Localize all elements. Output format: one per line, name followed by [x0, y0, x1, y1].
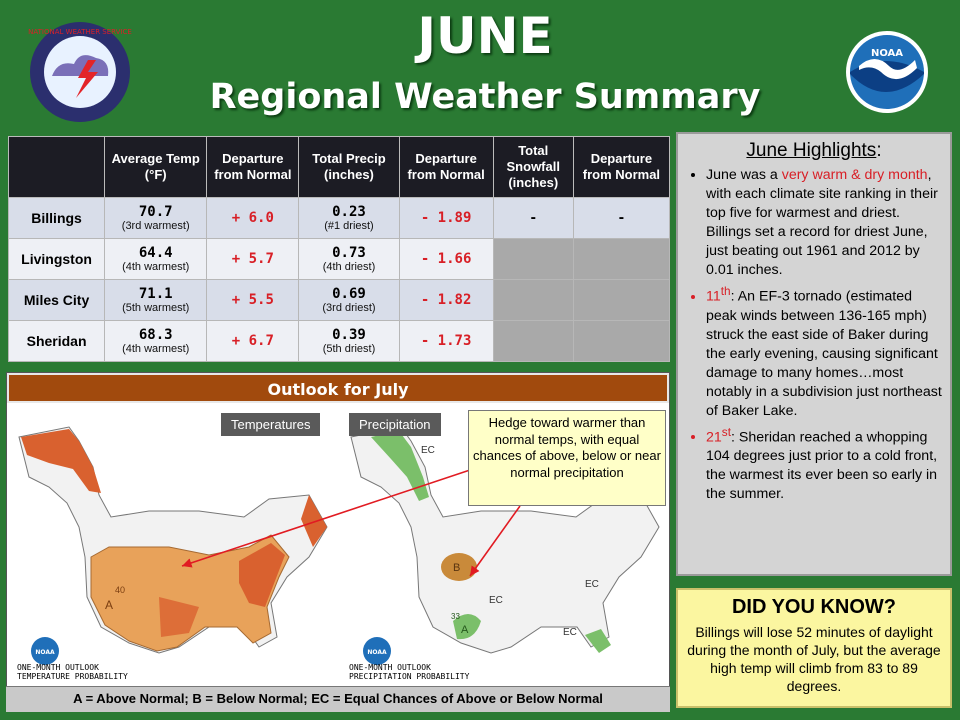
temperatures-tab: Temperatures [221, 413, 321, 436]
avg-temp-cell: 71.1 (5th warmest) [104, 279, 208, 321]
total-precip: 0.23 [332, 204, 366, 220]
precip-map-label-ec-4: EC [585, 579, 599, 590]
precip-map-label-ec-2: EC [489, 595, 503, 606]
did-you-know-panel: DID YOU KNOW? Billings will lose 52 minu… [676, 588, 952, 708]
avg-temp: 64.4 [138, 245, 173, 261]
precip-rank: (4th driest) [322, 261, 376, 273]
header-site [7, 136, 106, 198]
table-header-row: Average Temp (°F) Departure from Normal … [7, 136, 671, 198]
temperature-outlook-map: A 40 NOAA Temperatures ONE-MONTH OUTLOOK… [9, 407, 335, 683]
total-precip: 0.73 [332, 245, 366, 261]
total-precip: 0.69 [332, 286, 366, 302]
avg-temp-cell: 64.4 (4th warmest) [104, 238, 208, 280]
june-highlights-panel: June Highlights: June was a very warm & … [676, 132, 952, 576]
total-snowfall [492, 238, 574, 280]
did-you-know-text: Billings will lose 52 minutes of dayligh… [687, 624, 941, 694]
highlights-title: June Highlights: [746, 140, 882, 161]
table-row: Sheridan 68.3 (4th warmest) + 6.7 0.39 (5t… [7, 320, 671, 362]
precip-map-label-b: B [453, 562, 460, 574]
noaa-logo: NOAA [845, 30, 929, 114]
highlight-item: 11th: An EF-3 tornado (estimated peak wi… [706, 282, 944, 421]
precip-departure: - 1.89 [398, 197, 494, 239]
outlook-legend: A = Above Normal; B = Below Normal; EC =… [6, 686, 670, 712]
avg-temp-cell: 68.3 (4th warmest) [104, 320, 208, 362]
temp-map-footer: ONE-MONTH OUTLOOK TEMPERATURE PROBABILITY [17, 663, 128, 681]
nws-logo-text: NATIONAL WEATHER SERVICE [28, 28, 132, 36]
arrow-to-temp-map [181, 469, 471, 568]
temp-rank: (5th warmest) [122, 302, 190, 314]
avg-temp-cell: 70.7 (3rd warmest) [104, 197, 208, 239]
nws-logo: NATIONAL WEATHER SERVICE [28, 20, 132, 124]
header-precip-departure: Departure from Normal [398, 136, 494, 198]
header-total-precip: Total Precip (inches) [298, 136, 400, 198]
noaa-map-logo-text: NOAA [367, 649, 387, 656]
total-snowfall: - [492, 197, 574, 239]
temp-rank: (4th warmest) [122, 261, 190, 273]
temp-departure: + 5.7 [206, 238, 300, 280]
july-outlook-panel: Outlook for July A 40 NOAA Temperatures … [6, 372, 670, 712]
header-snow-departure: Departure from Normal [572, 136, 671, 198]
site-name: Sheridan [7, 320, 106, 362]
header-avg-temp: Average Temp (°F) [104, 136, 208, 198]
table-row: Livingston 64.4 (4th warmest) + 5.7 0.73(… [7, 238, 671, 280]
precip-map-label-ec-3: EC [563, 627, 577, 638]
avg-temp: 70.7 [138, 204, 173, 220]
header-temp-departure: Departure from Normal [206, 136, 300, 198]
temp-map-label-a: A [105, 598, 113, 612]
snow-departure [572, 320, 671, 362]
avg-temp: 68.3 [138, 327, 173, 343]
precip-cell: 0.23 (#1 driest) [298, 197, 400, 239]
temp-map-label-40: 40 [115, 585, 125, 595]
noaa-map-logo-icon [31, 637, 59, 665]
highlights-list: June was a very warm & dry month, with e… [678, 166, 950, 504]
table-row: Billings 70.7 (3rd warmest) + 6.0 0.23 (#1… [7, 197, 671, 239]
page-title: JUNE [417, 7, 553, 65]
total-precip: 0.39 [332, 327, 366, 343]
snow-departure [572, 279, 671, 321]
precip-rank: (5th driest) [322, 343, 376, 355]
noaa-map-logo-icon [363, 637, 391, 665]
precip-cell: 0.39 (5th driest) [298, 320, 400, 362]
avg-temp: 71.1 [138, 286, 173, 302]
noaa-map-logo-text: NOAA [35, 649, 55, 656]
precip-rank: (3rd driest) [322, 302, 376, 314]
outlook-title: Outlook for July [7, 373, 669, 403]
page-subtitle: Regional Weather Summary [209, 77, 761, 117]
precip-map-label-33: 33 [451, 612, 460, 621]
precip-map-footer: ONE-MONTH OUTLOOK PRECIPITATION PROBABILI… [349, 663, 470, 681]
snow-departure [572, 238, 671, 280]
precip-departure: - 1.73 [398, 320, 494, 362]
snow-departure: - [572, 197, 671, 239]
climate-summary-table: Average Temp (°F) Departure from Normal … [7, 136, 671, 362]
precip-map-label-a: A [461, 624, 469, 636]
did-you-know-title: DID YOU KNOW? [731, 596, 897, 618]
site-name: Billings [7, 197, 106, 239]
outlook-callout: Hedge toward warmer than normal temps, w… [468, 410, 666, 506]
arrow-to-precip-map [469, 505, 521, 577]
precip-rank: (#1 driest) [324, 220, 374, 232]
precip-departure: - 1.82 [398, 279, 494, 321]
noaa-logo-text: NOAA [871, 48, 903, 59]
temp-departure: + 5.5 [206, 279, 300, 321]
highlight-item: 21st: Sheridan reached a whopping 104 de… [706, 423, 944, 505]
temp-departure: + 6.7 [206, 320, 300, 362]
highlight-item: June was a very warm & dry month, with e… [706, 166, 944, 280]
precipitation-tab: Precipitation [349, 413, 441, 436]
precip-departure: - 1.66 [398, 238, 494, 280]
precip-map-label-ec-1: EC [421, 445, 435, 456]
temp-departure: + 6.0 [206, 197, 300, 239]
temp-rank: (3rd warmest) [121, 220, 190, 232]
temp-rank: (4th warmest) [122, 343, 190, 355]
